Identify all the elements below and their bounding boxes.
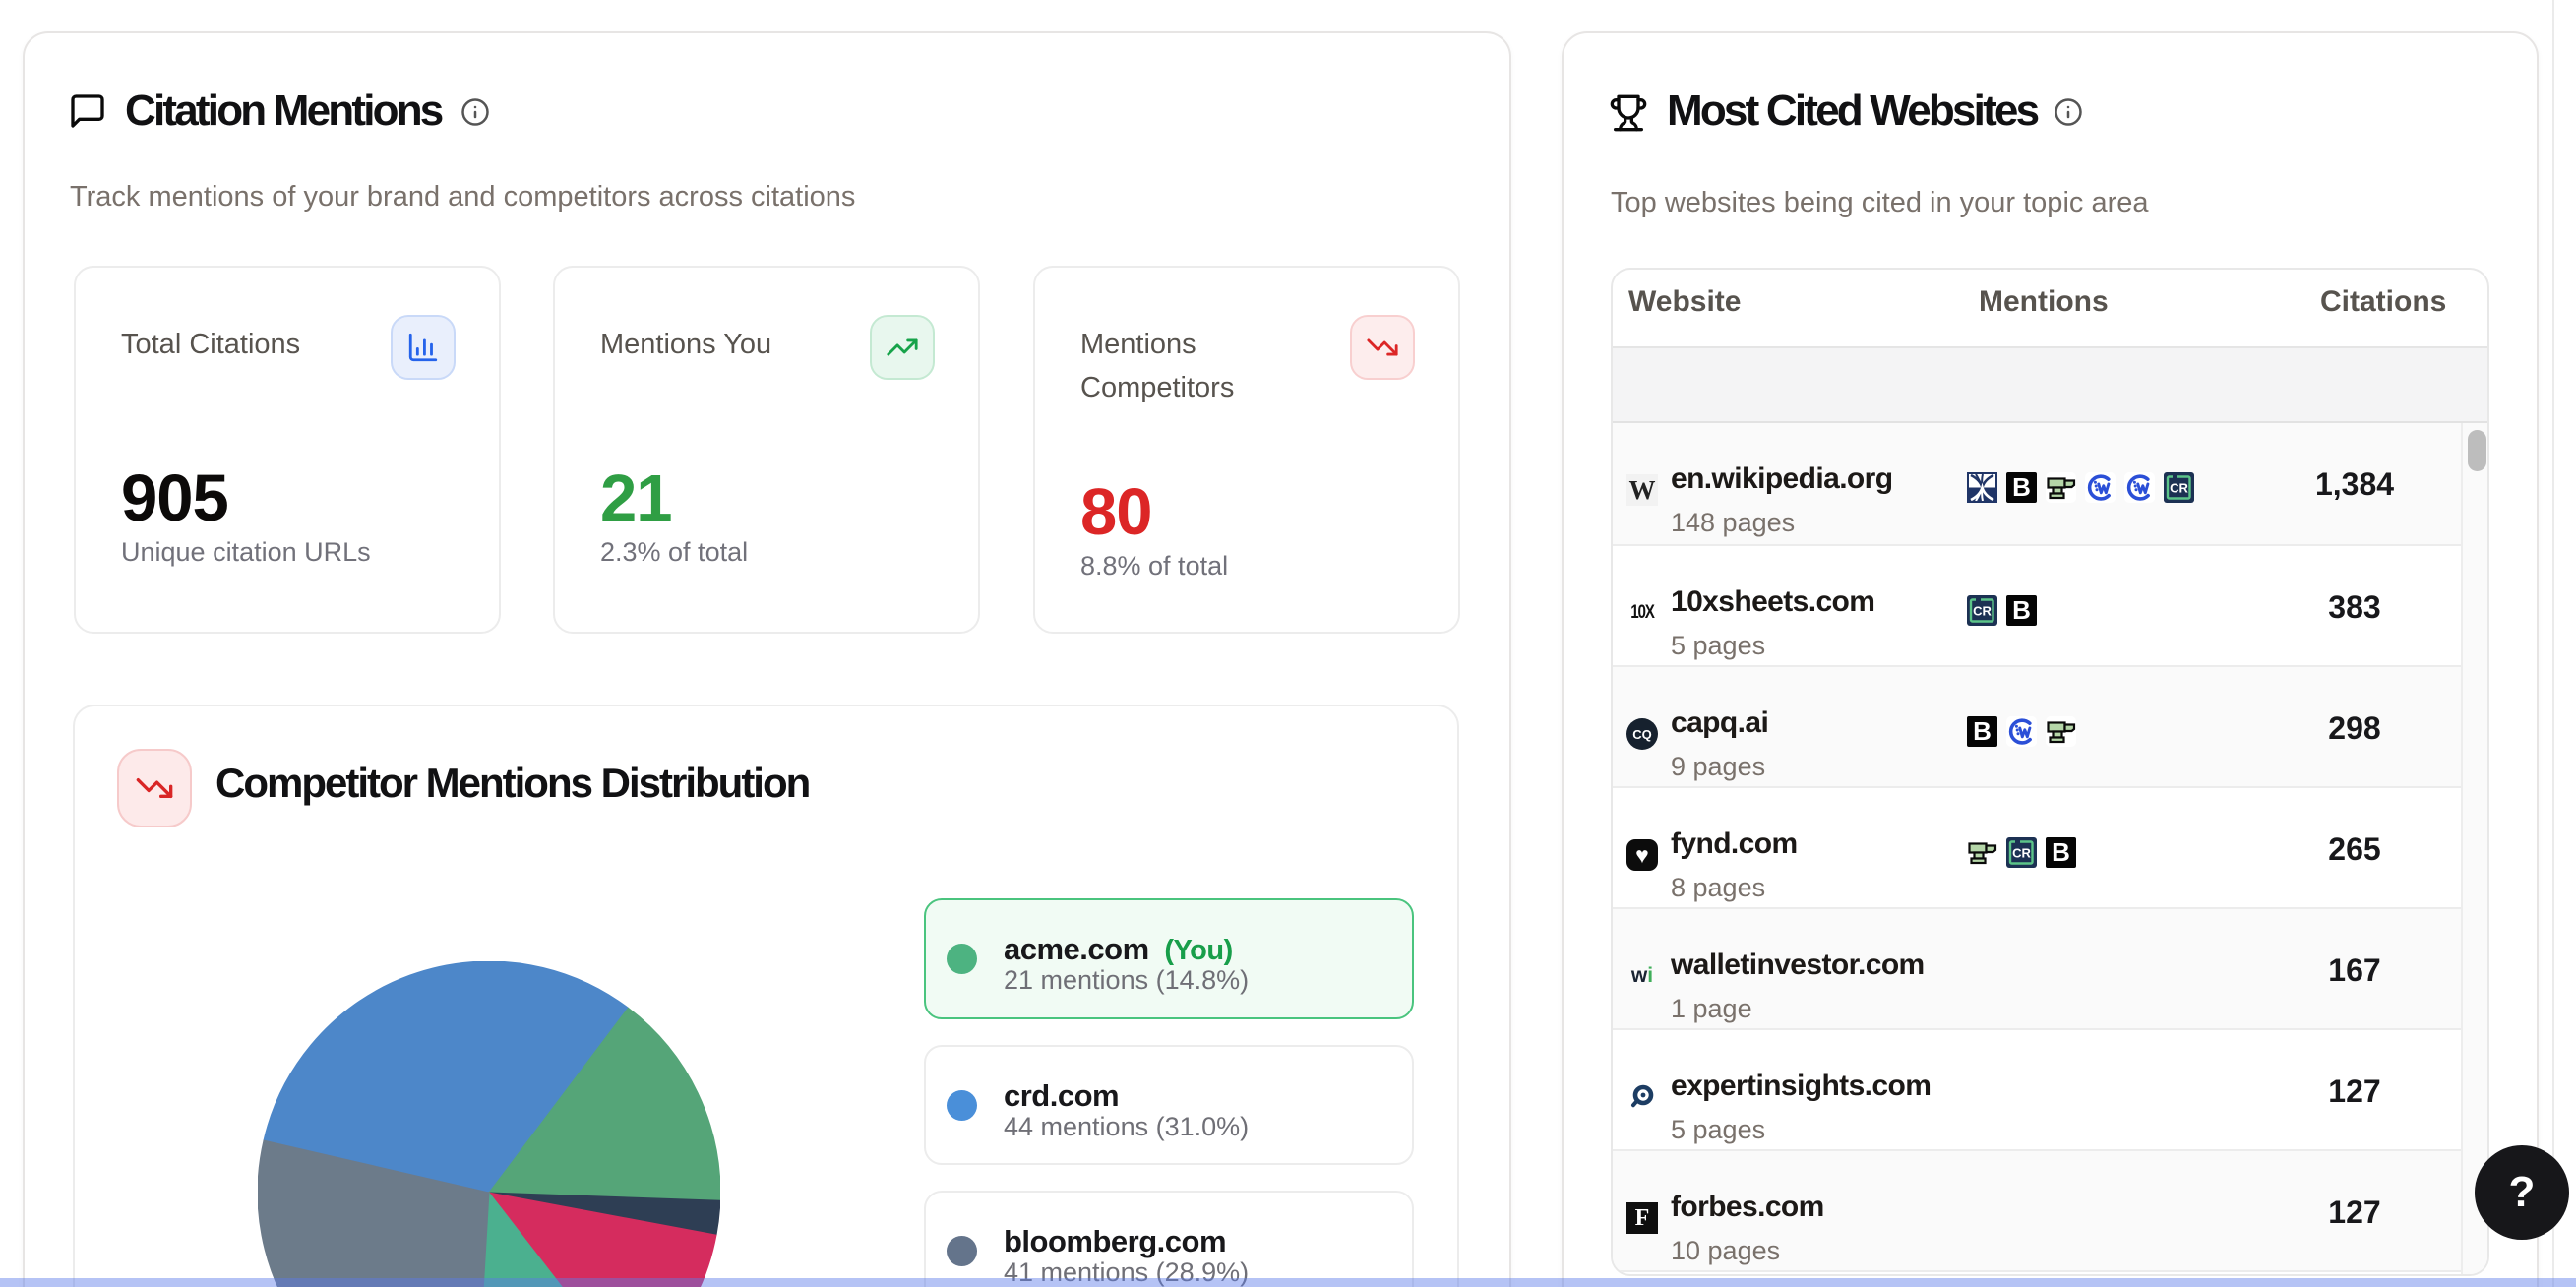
- svg-text:CR: CR: [2170, 481, 2188, 496]
- svg-text:CR: CR: [2012, 846, 2031, 861]
- svg-text:CR: CR: [1973, 604, 1992, 619]
